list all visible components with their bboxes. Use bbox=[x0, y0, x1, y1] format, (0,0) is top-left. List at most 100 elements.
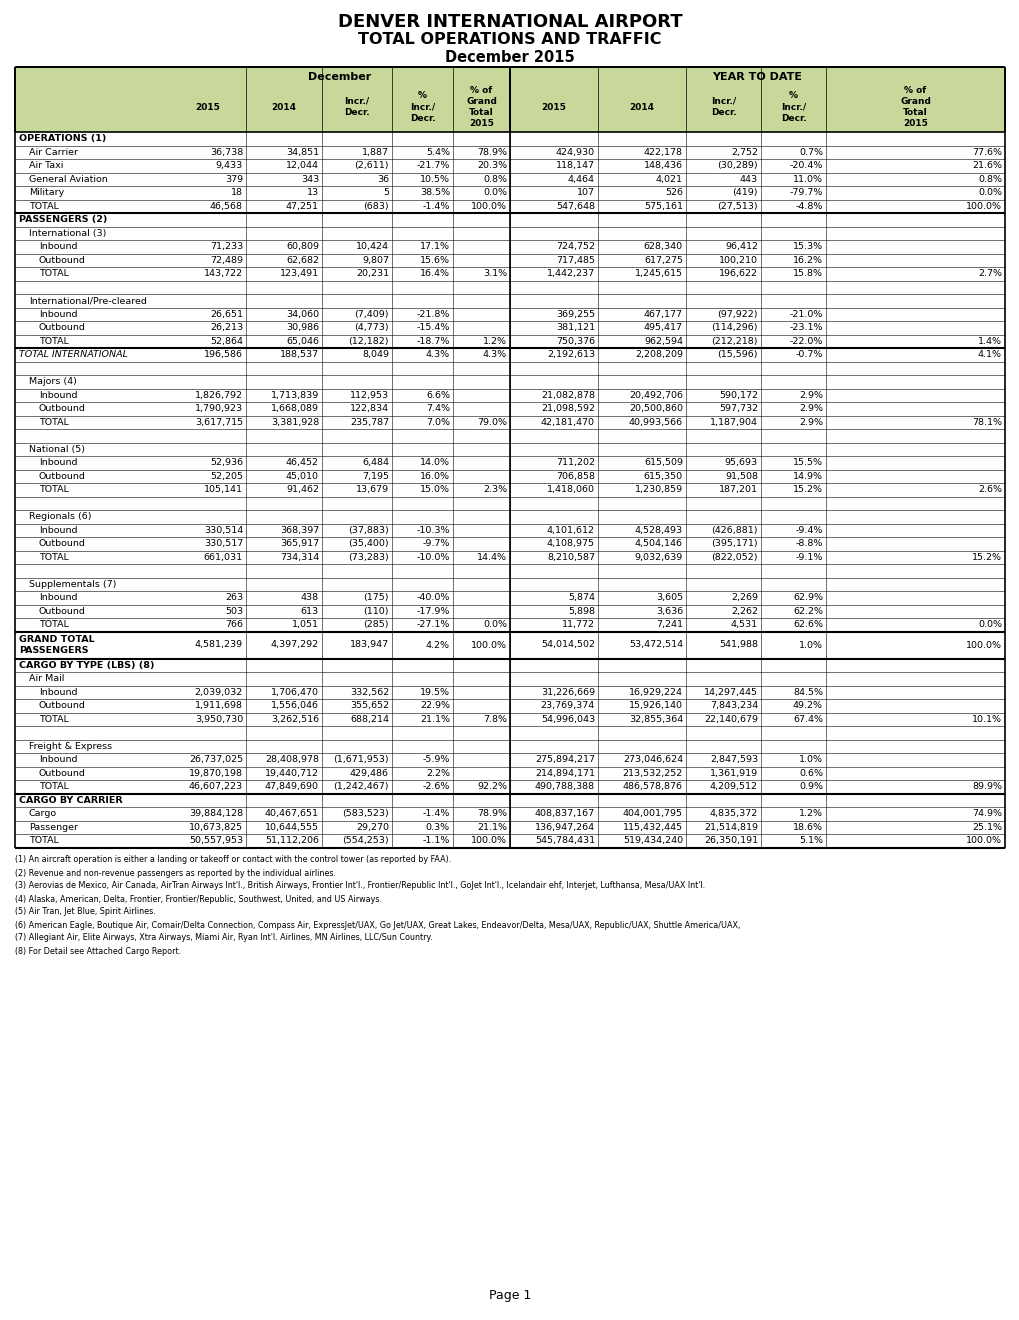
Text: 16,929,224: 16,929,224 bbox=[629, 688, 683, 697]
Text: 2,847,593: 2,847,593 bbox=[709, 755, 757, 764]
Text: CARGO BY TYPE (LBS) (8): CARGO BY TYPE (LBS) (8) bbox=[19, 661, 154, 669]
Text: Inbound: Inbound bbox=[39, 243, 77, 251]
Text: Inbound: Inbound bbox=[39, 593, 77, 602]
Text: (8) For Detail see Attached Cargo Report.: (8) For Detail see Attached Cargo Report… bbox=[15, 946, 181, 956]
Text: 717,485: 717,485 bbox=[555, 256, 594, 265]
Text: 15.0%: 15.0% bbox=[420, 486, 449, 494]
Text: 36,738: 36,738 bbox=[210, 148, 243, 157]
Text: 8,210,587: 8,210,587 bbox=[546, 553, 594, 562]
Text: 275,894,217: 275,894,217 bbox=[535, 755, 594, 764]
Text: 1,245,615: 1,245,615 bbox=[635, 269, 683, 279]
Text: 467,177: 467,177 bbox=[643, 310, 683, 318]
Text: 91,508: 91,508 bbox=[725, 471, 757, 480]
Text: (114,296): (114,296) bbox=[711, 323, 757, 333]
Text: 617,275: 617,275 bbox=[643, 256, 683, 265]
Text: 2,752: 2,752 bbox=[731, 148, 757, 157]
Text: 40,467,651: 40,467,651 bbox=[265, 809, 319, 818]
Text: 47,849,690: 47,849,690 bbox=[265, 783, 319, 791]
Text: Passenger: Passenger bbox=[29, 822, 77, 832]
Text: 38.5%: 38.5% bbox=[420, 189, 449, 197]
Text: 15.3%: 15.3% bbox=[792, 243, 822, 251]
Text: 3,605: 3,605 bbox=[655, 593, 683, 602]
Text: 369,255: 369,255 bbox=[555, 310, 594, 318]
Text: 143,722: 143,722 bbox=[204, 269, 243, 279]
Text: 1,713,839: 1,713,839 bbox=[270, 391, 319, 400]
Text: 1,442,237: 1,442,237 bbox=[546, 269, 594, 279]
Text: 4,504,146: 4,504,146 bbox=[635, 540, 683, 548]
Text: 26,213: 26,213 bbox=[210, 323, 243, 333]
Text: 19.5%: 19.5% bbox=[420, 688, 449, 697]
Text: 590,172: 590,172 bbox=[718, 391, 757, 400]
Text: 1,051: 1,051 bbox=[291, 620, 319, 630]
Text: 2.3%: 2.3% bbox=[482, 486, 506, 494]
Text: 1,418,060: 1,418,060 bbox=[546, 486, 594, 494]
Text: 0.7%: 0.7% bbox=[798, 148, 822, 157]
Text: 0.0%: 0.0% bbox=[977, 620, 1001, 630]
Text: 2.9%: 2.9% bbox=[798, 391, 822, 400]
Text: 16.0%: 16.0% bbox=[420, 471, 449, 480]
Text: (35,400): (35,400) bbox=[348, 540, 388, 548]
Text: 30,986: 30,986 bbox=[285, 323, 319, 333]
Text: International/Pre-cleared: International/Pre-cleared bbox=[29, 296, 147, 305]
Text: (395,171): (395,171) bbox=[710, 540, 757, 548]
Text: 711,202: 711,202 bbox=[555, 458, 594, 467]
Text: 263: 263 bbox=[224, 593, 243, 602]
Text: (822,052): (822,052) bbox=[711, 553, 757, 562]
Text: 4,397,292: 4,397,292 bbox=[271, 640, 319, 649]
Text: 25.1%: 25.1% bbox=[971, 822, 1001, 832]
Text: 734,314: 734,314 bbox=[279, 553, 319, 562]
Text: -22.0%: -22.0% bbox=[789, 337, 822, 346]
Text: 19,870,198: 19,870,198 bbox=[189, 768, 243, 777]
Text: 100.0%: 100.0% bbox=[471, 640, 506, 649]
Text: -79.7%: -79.7% bbox=[789, 189, 822, 197]
Text: -9.1%: -9.1% bbox=[795, 553, 822, 562]
Text: 9,032,639: 9,032,639 bbox=[634, 553, 683, 562]
Text: 0.3%: 0.3% bbox=[426, 822, 449, 832]
Text: International (3): International (3) bbox=[29, 228, 106, 238]
Text: Outbound: Outbound bbox=[39, 768, 86, 777]
Text: DENVER INTERNATIONAL AIRPORT: DENVER INTERNATIONAL AIRPORT bbox=[337, 13, 682, 30]
Text: 118,147: 118,147 bbox=[555, 161, 594, 170]
Text: -9.7%: -9.7% bbox=[422, 540, 449, 548]
Text: 615,509: 615,509 bbox=[643, 458, 683, 467]
Text: -18.7%: -18.7% bbox=[416, 337, 449, 346]
Text: (1,242,467): (1,242,467) bbox=[333, 783, 388, 791]
Text: 2.6%: 2.6% bbox=[977, 486, 1001, 494]
Text: 78.9%: 78.9% bbox=[477, 809, 506, 818]
Text: 6,484: 6,484 bbox=[362, 458, 388, 467]
Text: 547,648: 547,648 bbox=[555, 202, 594, 211]
Text: 5,898: 5,898 bbox=[568, 607, 594, 615]
Text: 0.8%: 0.8% bbox=[977, 174, 1001, 183]
Text: 7.4%: 7.4% bbox=[426, 404, 449, 413]
Text: 1,230,859: 1,230,859 bbox=[634, 486, 683, 494]
Text: CARGO BY CARRIER: CARGO BY CARRIER bbox=[19, 796, 122, 805]
Text: 355,652: 355,652 bbox=[350, 701, 388, 710]
Text: 26,737,025: 26,737,025 bbox=[189, 755, 243, 764]
Text: -10.3%: -10.3% bbox=[416, 525, 449, 535]
Text: 20.3%: 20.3% bbox=[477, 161, 506, 170]
Text: 19,440,712: 19,440,712 bbox=[265, 768, 319, 777]
Text: 78.1%: 78.1% bbox=[971, 417, 1001, 426]
Text: TOTAL: TOTAL bbox=[39, 486, 69, 494]
Text: Air Mail: Air Mail bbox=[29, 675, 64, 684]
Text: 22.9%: 22.9% bbox=[420, 701, 449, 710]
Text: 36: 36 bbox=[376, 174, 388, 183]
Text: 235,787: 235,787 bbox=[350, 417, 388, 426]
Text: Military: Military bbox=[29, 189, 64, 197]
Text: December: December bbox=[308, 73, 371, 82]
Text: 1,361,919: 1,361,919 bbox=[709, 768, 757, 777]
Text: 34,851: 34,851 bbox=[285, 148, 319, 157]
Text: 5,874: 5,874 bbox=[568, 593, 594, 602]
Text: 541,988: 541,988 bbox=[718, 640, 757, 649]
Text: (583,523): (583,523) bbox=[342, 809, 388, 818]
Text: 4,101,612: 4,101,612 bbox=[546, 525, 594, 535]
Text: 72,489: 72,489 bbox=[210, 256, 243, 265]
Text: (683): (683) bbox=[363, 202, 388, 211]
Text: 408,837,167: 408,837,167 bbox=[534, 809, 594, 818]
Text: 1,706,470: 1,706,470 bbox=[271, 688, 319, 697]
Text: 4.2%: 4.2% bbox=[426, 640, 449, 649]
Text: 100.0%: 100.0% bbox=[965, 837, 1001, 845]
Text: 32,855,364: 32,855,364 bbox=[628, 714, 683, 723]
Text: 4,528,493: 4,528,493 bbox=[634, 525, 683, 535]
Text: 4,835,372: 4,835,372 bbox=[709, 809, 757, 818]
